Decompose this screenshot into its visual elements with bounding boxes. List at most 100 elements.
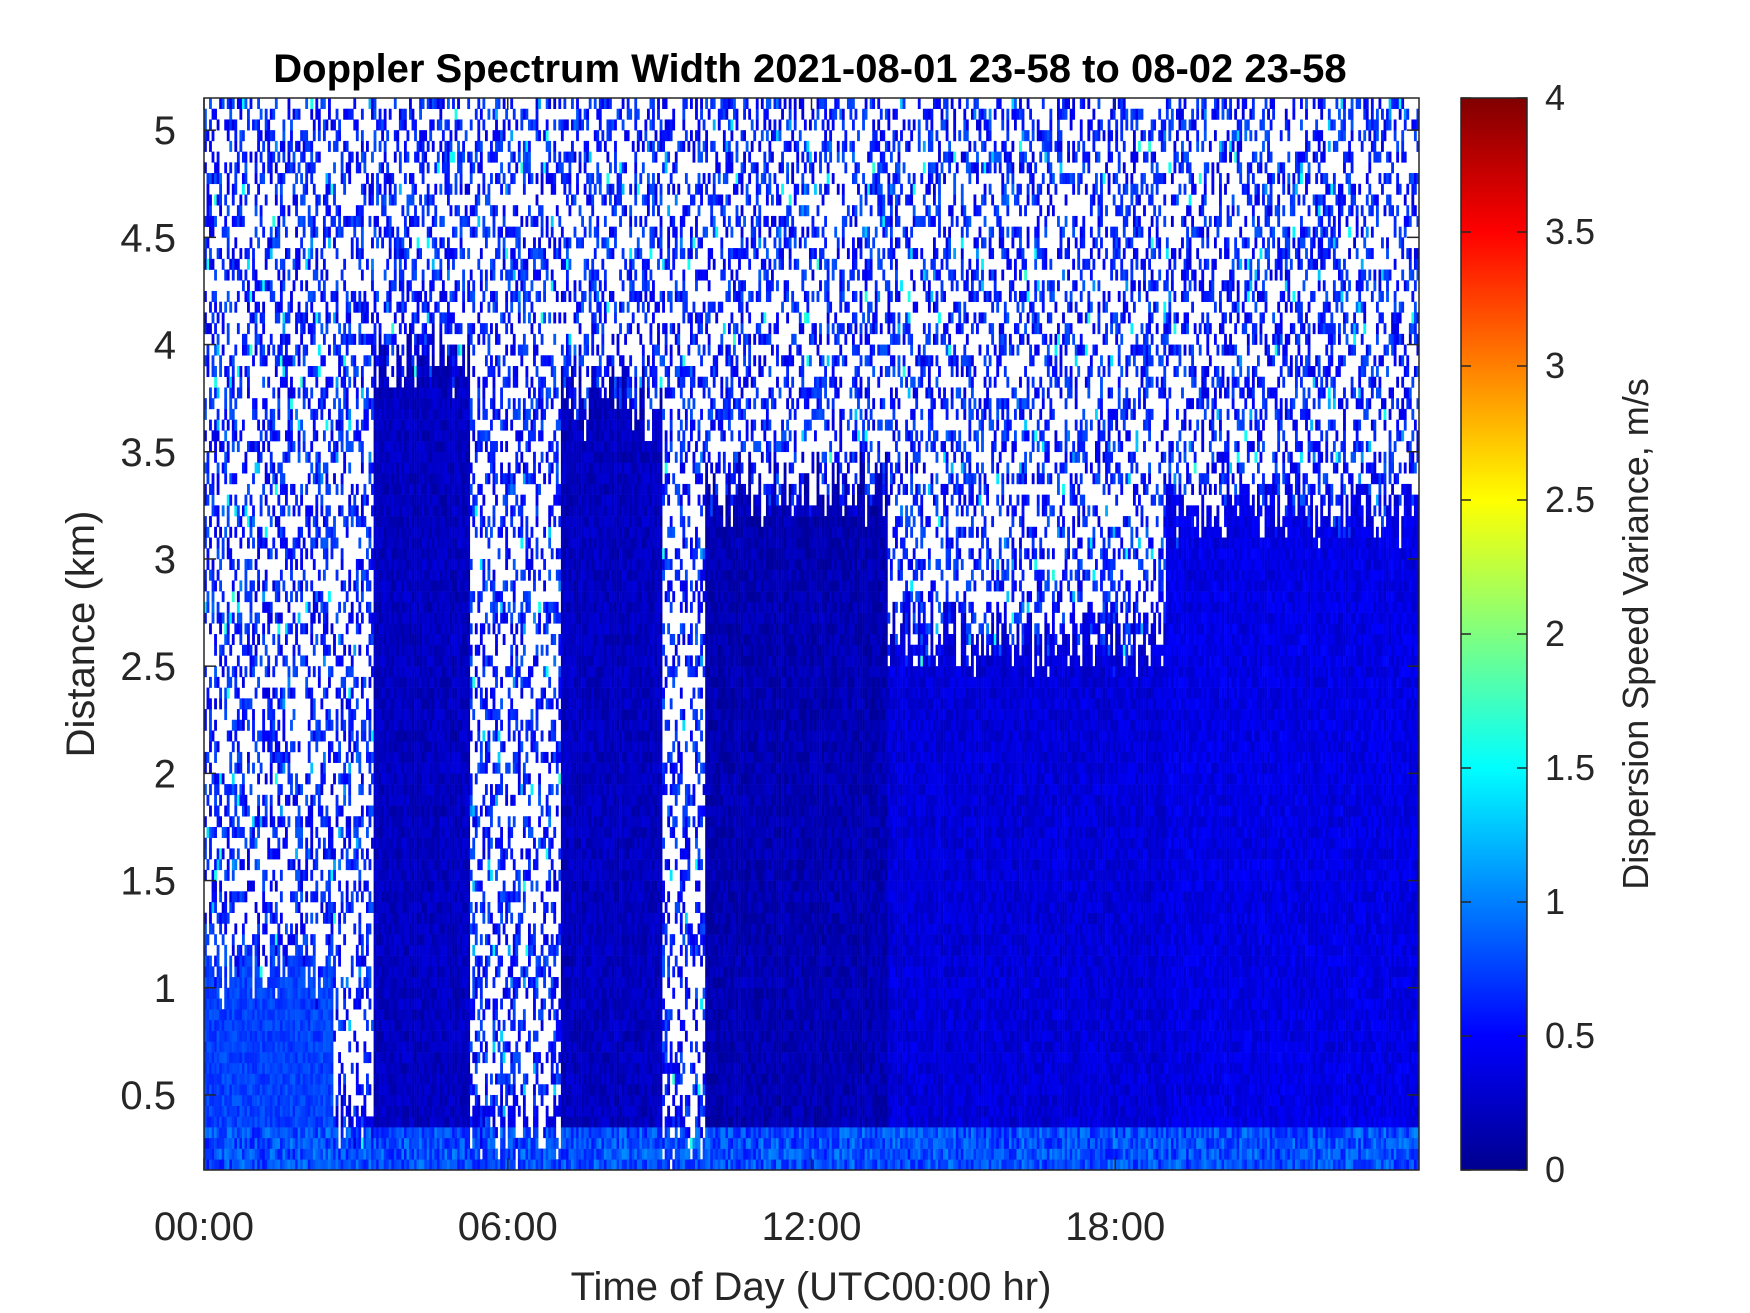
heatmap-cell [414, 152, 417, 163]
heatmap-cell [234, 677, 237, 688]
heatmap-cell [315, 998, 318, 1009]
heatmap-cell [336, 945, 339, 956]
heatmap-cell [336, 302, 339, 313]
heatmap-cell [407, 998, 410, 1009]
heatmap-cell [257, 141, 260, 152]
heatmap-cell [315, 848, 318, 859]
heatmap-cell [389, 988, 392, 999]
heatmap-cell [310, 441, 313, 452]
heatmap-cell [250, 645, 253, 656]
heatmap-cell [219, 881, 222, 892]
heatmap-cell [412, 838, 415, 849]
heatmap-cell [305, 1009, 308, 1020]
heatmap-cell [313, 613, 316, 624]
heatmap-cell [272, 848, 275, 859]
heatmap-cell [369, 184, 372, 195]
heatmap-cell [217, 420, 220, 431]
heatmap-cell [381, 1149, 384, 1160]
heatmap-cell [326, 977, 329, 988]
heatmap-cell [234, 1063, 237, 1074]
heatmap-cell [422, 634, 425, 645]
heatmap-cell [293, 1084, 296, 1095]
heatmap-cell [404, 709, 407, 720]
heatmap-cell [351, 291, 354, 302]
heatmap-cell [328, 977, 331, 988]
heatmap-cell [401, 1127, 404, 1138]
heatmap-cell [267, 1031, 270, 1042]
heatmap-cell [224, 462, 227, 473]
heatmap-cell [346, 398, 349, 409]
heatmap-cell [293, 259, 296, 270]
heatmap-cell [295, 1127, 298, 1138]
heatmap-cell [212, 773, 215, 784]
heatmap-cell [366, 698, 369, 709]
heatmap-cell [305, 1074, 308, 1085]
heatmap-cell [348, 784, 351, 795]
heatmap-cell [417, 623, 420, 634]
heatmap-cell [239, 891, 242, 902]
heatmap-cell [257, 988, 260, 999]
heatmap-cell [422, 334, 425, 345]
heatmap-cell [374, 773, 377, 784]
heatmap-cell [257, 441, 260, 452]
heatmap-cell [290, 934, 293, 945]
heatmap-cell [409, 752, 412, 763]
heatmap-cell [358, 977, 361, 988]
heatmap-cell [343, 1095, 346, 1106]
heatmap-cell [308, 1041, 311, 1052]
heatmap-cell [424, 709, 427, 720]
heatmap-cell [298, 216, 301, 227]
heatmap-cell [407, 838, 410, 849]
heatmap-cell [277, 1084, 280, 1095]
heatmap-cell [229, 988, 232, 999]
heatmap-cell [376, 548, 379, 559]
heatmap-cell [343, 645, 346, 656]
heatmap-cell [265, 1063, 268, 1074]
heatmap-cell [229, 1031, 232, 1042]
heatmap-cell [277, 1041, 280, 1052]
heatmap-cell [409, 1149, 412, 1160]
heatmap-cell [401, 109, 404, 120]
heatmap-cell [414, 945, 417, 956]
heatmap-cell [277, 355, 280, 366]
heatmap-cell [222, 666, 225, 677]
heatmap-cell [290, 1138, 293, 1149]
heatmap-cell [310, 838, 313, 849]
heatmap-cell [305, 580, 308, 591]
heatmap-cell [381, 956, 384, 967]
heatmap-cell [389, 1084, 392, 1095]
heatmap-cell [358, 870, 361, 881]
heatmap-cell [227, 516, 230, 527]
heatmap-cell [207, 1009, 210, 1020]
heatmap-cell [409, 473, 412, 484]
heatmap-cell [288, 1009, 291, 1020]
heatmap-cell [346, 848, 349, 859]
heatmap-cell [272, 945, 275, 956]
heatmap-cell [391, 730, 394, 741]
heatmap-cell [247, 945, 250, 956]
heatmap-cell [389, 655, 392, 666]
heatmap-cell [293, 688, 296, 699]
heatmap-cell [384, 623, 387, 634]
heatmap-cell [379, 956, 382, 967]
heatmap-cell [338, 688, 341, 699]
heatmap-cell [285, 1052, 288, 1063]
heatmap-cell [326, 1009, 329, 1020]
heatmap-cell [260, 334, 263, 345]
heatmap-cell [234, 923, 237, 934]
heatmap-cell [414, 666, 417, 677]
heatmap-cell [363, 956, 366, 967]
heatmap-cell [407, 1020, 410, 1031]
heatmap-cell [272, 688, 275, 699]
heatmap-cell [315, 1095, 318, 1106]
heatmap-cell [391, 1074, 394, 1085]
heatmap-cell [315, 1116, 318, 1127]
heatmap-cell [290, 923, 293, 934]
heatmap-cell [207, 452, 210, 463]
heatmap-cell [404, 1116, 407, 1127]
heatmap-cell [407, 495, 410, 506]
heatmap-cell [237, 323, 240, 334]
heatmap-cell [214, 1063, 217, 1074]
heatmap-cell [386, 923, 389, 934]
heatmap-cell [356, 859, 359, 870]
